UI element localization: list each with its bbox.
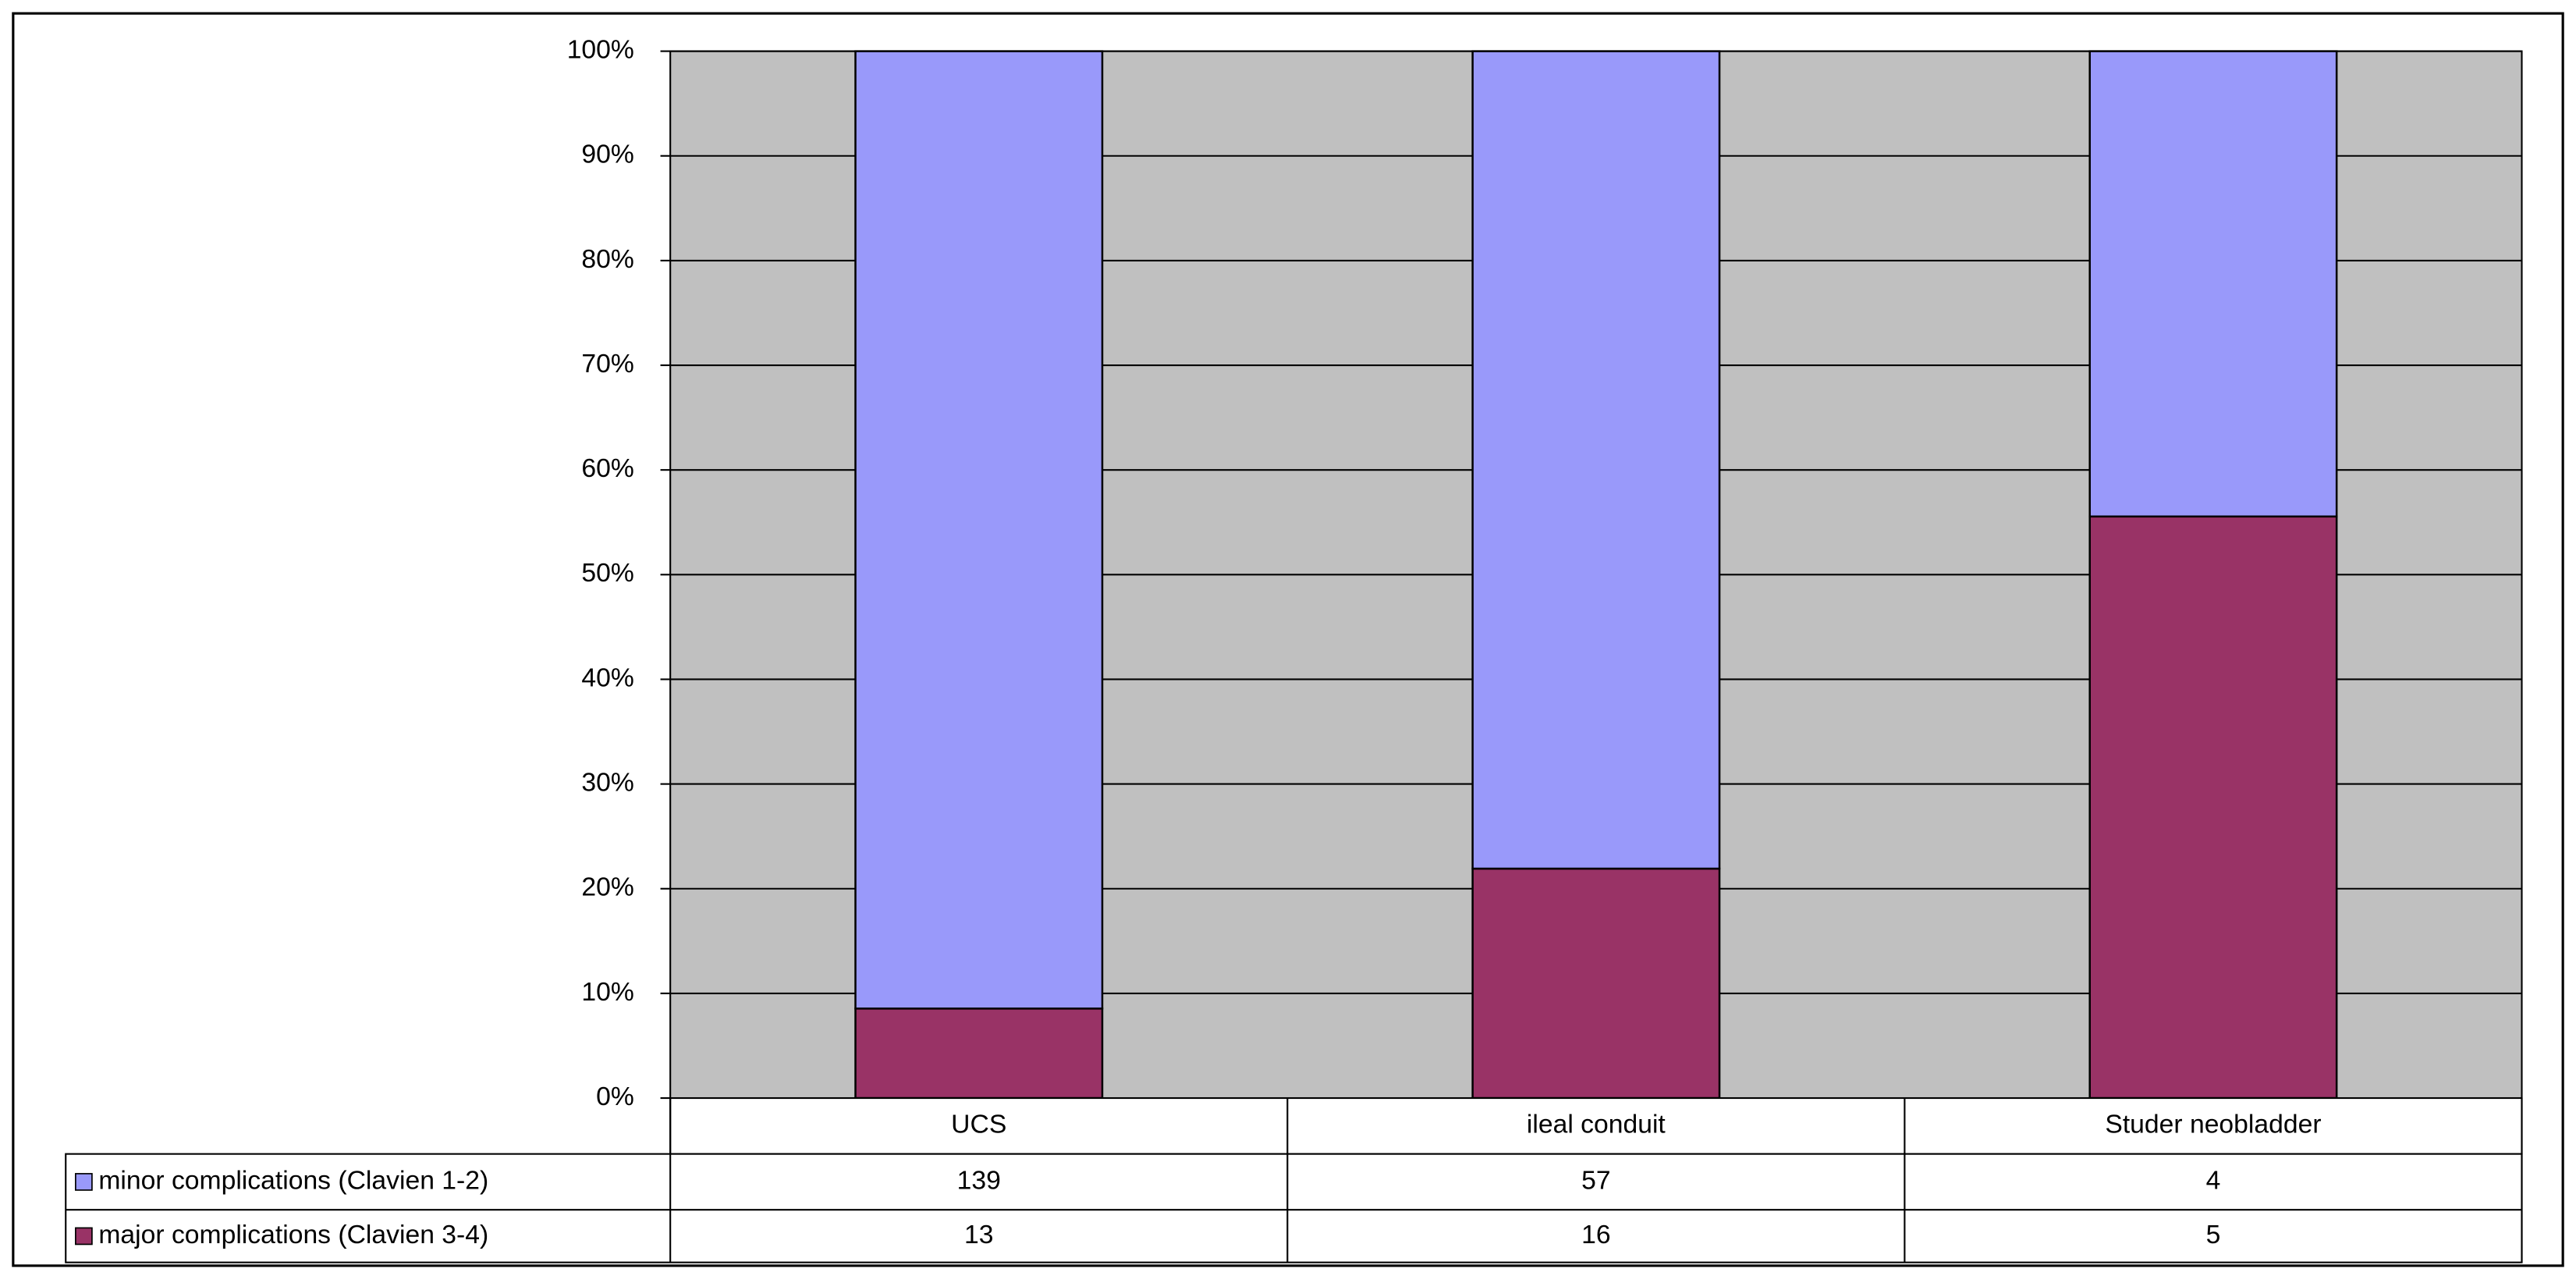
bar-segment [2088,515,2338,1100]
table-value: 57 [1581,1166,1610,1195]
legend-key [75,1173,93,1191]
table-value: 5 [2206,1221,2221,1249]
y-tick-label: 60% [581,454,633,483]
table-value: 139 [957,1166,1001,1195]
x-tick-label: ileal conduit [1527,1111,1666,1139]
x-tick-label: UCS [951,1111,1006,1139]
table-value: 13 [964,1221,993,1249]
x-tick-label: Studer neobladder [2105,1111,2321,1139]
y-tick-label: 100% [567,36,634,65]
y-tick-label: 30% [581,769,633,798]
y-tick-label: 50% [581,559,633,588]
data-table-body [65,1153,2523,1263]
bar-segment [2088,50,2338,518]
bar-segment [854,1008,1104,1100]
bar-segment [1471,50,1721,870]
y-tick-label: 0% [596,1082,634,1111]
data-table-header [669,1096,2523,1155]
legend-key [75,1227,93,1246]
y-tick-label: 40% [581,663,633,692]
table-value: 16 [1581,1221,1610,1249]
y-tick-label: 10% [581,978,633,1007]
legend-label: major complications (Clavien 3-4) [98,1221,488,1249]
legend-label: minor complications (Clavien 1-2) [98,1166,488,1195]
bar-segment [1471,867,1721,1100]
bar-segment [854,50,1104,1010]
y-tick-label: 20% [581,873,633,902]
table-value: 4 [2206,1166,2221,1195]
y-tick-label: 70% [581,350,633,379]
y-tick-label: 80% [581,245,633,274]
y-tick-label: 90% [581,140,633,169]
